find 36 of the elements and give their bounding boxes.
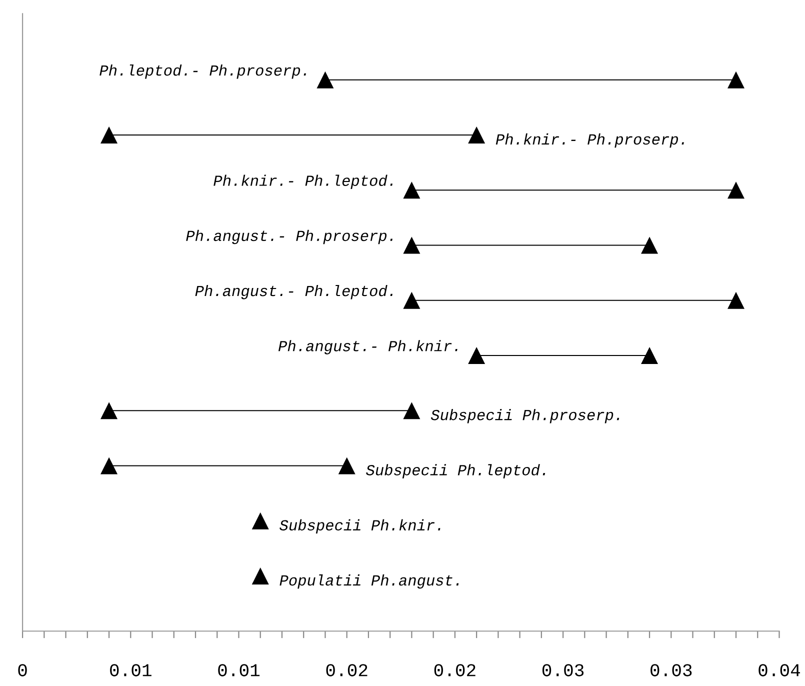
point [316, 71, 334, 88]
y-tick-label: Ph.knir.- Ph.proserp. [496, 133, 684, 148]
point [252, 567, 269, 584]
x-tick-label: 0.02 [434, 664, 476, 676]
point [338, 457, 356, 474]
point [100, 402, 118, 420]
point [403, 182, 420, 199]
point [641, 236, 658, 254]
y-tick-label: Ph.angust.- Ph.knir. [278, 340, 458, 354]
x-tick-label: 0.01 [218, 664, 260, 676]
point [727, 71, 745, 88]
y-tick-label: Ph.angust.- Ph.leptod. [195, 284, 392, 300]
x-tick-label: 0.03 [650, 664, 692, 676]
y-tick-label: Subspecii Ph.knir. [280, 519, 440, 534]
point [403, 236, 420, 254]
y-tick-label: Ph.angust.- Ph.proserp. [186, 230, 392, 244]
y-tick-label: Populatii Ph.angust. [280, 574, 459, 589]
x-tick-label: 0.01 [110, 664, 152, 676]
point [641, 346, 658, 364]
x-tick-label: 0.04 [758, 664, 800, 676]
y-tick-label: Ph.knir.- Ph.leptod. [214, 174, 392, 189]
point [403, 402, 420, 420]
point [252, 512, 269, 530]
x-tick-label: 0.02 [326, 664, 368, 676]
point [468, 346, 486, 364]
y-tick-label: Ph.leptod.- Ph.proserp. [100, 64, 306, 79]
point [727, 182, 745, 199]
y-tick-label: Subspecii Ph.proserp. [430, 409, 620, 424]
point [100, 126, 118, 144]
point [468, 126, 486, 144]
x-tick-label: 0 [18, 664, 27, 676]
point [403, 292, 420, 309]
point [100, 457, 118, 474]
y-tick-label: Subspecii Ph.leptod. [366, 464, 546, 478]
point [727, 292, 745, 309]
x-tick-label: 0.03 [542, 664, 584, 676]
